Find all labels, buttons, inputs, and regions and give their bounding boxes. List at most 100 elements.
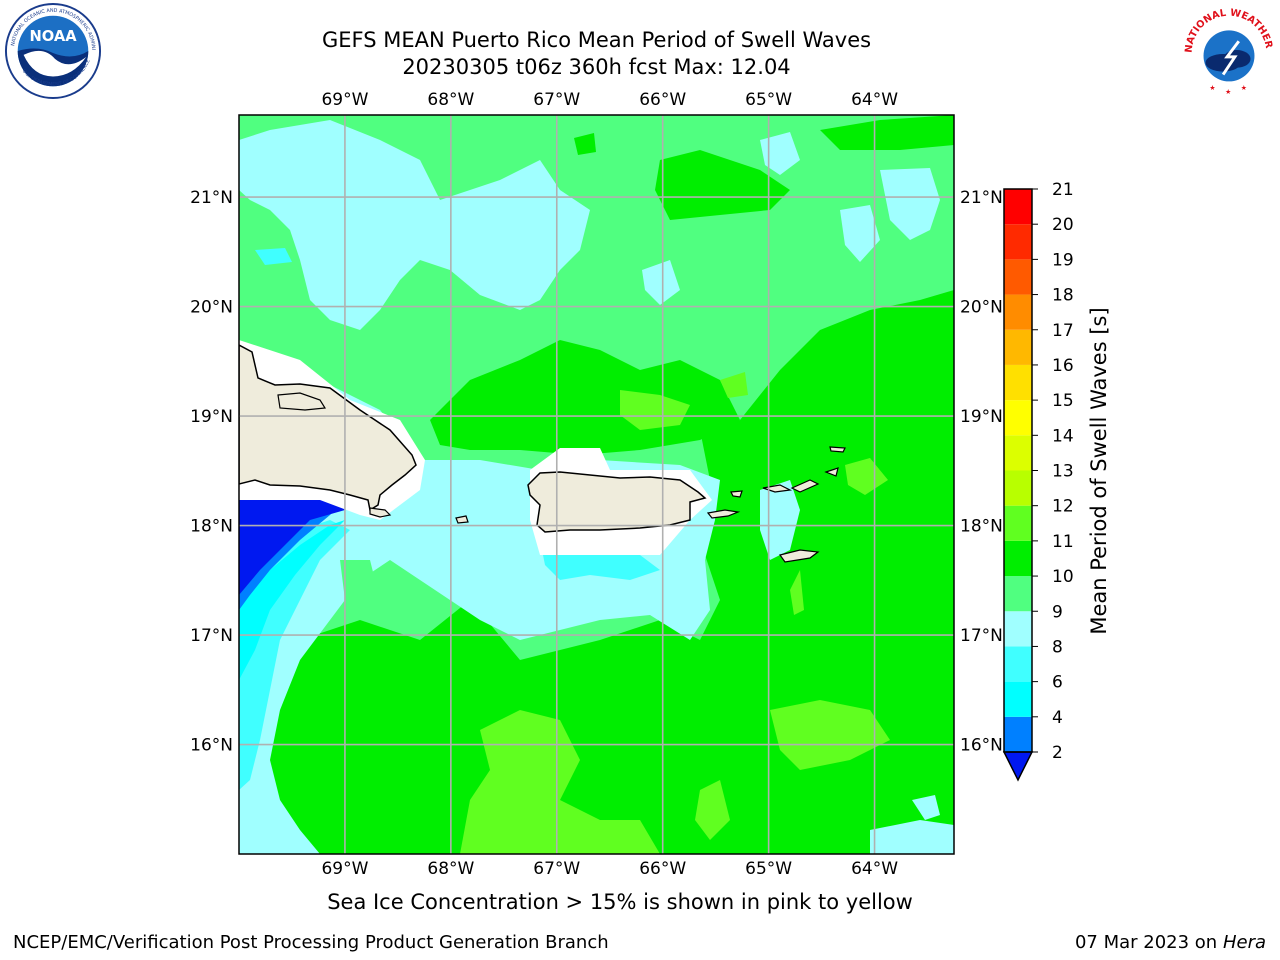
- lat-label-right: 18°N: [960, 517, 1003, 537]
- lat-label-left: 21°N: [190, 188, 233, 208]
- lon-label-top: 66°W: [639, 90, 686, 110]
- colorbar-segment: [1004, 505, 1032, 541]
- colorbar-extend-arrow: [1002, 751, 1034, 782]
- colorbar-segment: [1004, 470, 1032, 506]
- colorbar-segment: [1004, 681, 1032, 717]
- credit-right: 07 Mar 2023 on Hera: [1075, 932, 1266, 953]
- lat-label-left: 19°N: [190, 407, 233, 427]
- credit-date: 07 Mar 2023 on: [1074, 932, 1218, 953]
- svg-text:NOAA: NOAA: [29, 28, 77, 45]
- colorbar-segment: [1004, 400, 1032, 436]
- axis-labels: 69°W 69°W 68°W 68°W 67°W 67°W 66°W 66°W 65°W 65°W…: [190, 90, 1003, 879]
- swell-period-8-9-spot4: [760, 132, 800, 175]
- land-culebra: [730, 490, 743, 498]
- sea-ice-note: Sea Ice Concentration > 15% is shown in …: [0, 890, 1280, 914]
- lat-label-right: 21°N: [960, 188, 1003, 208]
- colorbar-tick-label: 16: [1052, 356, 1074, 376]
- lon-label-bottom: 66°W: [639, 859, 686, 879]
- map-title: GEFS MEAN Puerto Rico Mean Period of Swe…: [321, 28, 872, 52]
- lon-label-bottom: 67°W: [533, 859, 580, 879]
- lon-label-bottom: 68°W: [427, 859, 474, 879]
- swell-period-8-9-spot7: [912, 795, 940, 820]
- noaa-logo: NOAA NATIONAL OCEANIC AND ATMOSPHERIC AD…: [4, 2, 102, 100]
- lat-label-right: 20°N: [960, 298, 1003, 318]
- lat-label-right: 19°N: [960, 407, 1003, 427]
- lat-label-left: 16°N: [190, 736, 233, 756]
- swell-period-below-2: [239, 500, 345, 595]
- svg-text:★: ★: [1241, 84, 1247, 92]
- colorbar-segment: [1004, 716, 1032, 752]
- swell-period-11-12-spot: [695, 780, 730, 840]
- lat-label-left: 18°N: [190, 517, 233, 537]
- swell-period-6-8-spot: [255, 248, 292, 265]
- swell-period-9-10-intrusion: [340, 560, 380, 620]
- land-hispaniola: [239, 344, 417, 512]
- map-field: [239, 115, 954, 854]
- svg-text:★: ★: [1209, 84, 1215, 92]
- land-st-thomas: [762, 484, 793, 493]
- graticule: [239, 115, 954, 854]
- swell-period-11-12-spot5: [790, 570, 804, 615]
- swell-period-8-9-spot6: [870, 820, 954, 854]
- land-islet: [369, 507, 392, 518]
- colorbar-tick-label: 20: [1052, 215, 1074, 235]
- lon-label-bottom: 65°W: [745, 859, 792, 879]
- colorbar-segment: [1004, 646, 1032, 682]
- swell-period-8-9-spot: [642, 260, 680, 305]
- colorbar-tick-label: 10: [1052, 567, 1074, 587]
- lat-label-left: 20°N: [190, 298, 233, 318]
- colorbar-label: Mean Period of Swell Waves [s]: [1087, 307, 1111, 634]
- swell-period-11-12-se: [770, 700, 890, 770]
- colorbar-segment: [1004, 576, 1032, 612]
- land-tortuga: [277, 392, 327, 411]
- swell-period-11-12-spot2: [620, 390, 690, 430]
- colorbar-tick-label: 2: [1052, 743, 1063, 763]
- lon-label-top: 69°W: [321, 90, 368, 110]
- colorbar-segment: [1004, 364, 1032, 401]
- lon-label-top: 68°W: [427, 90, 474, 110]
- map-subtitle: 20230305 t06z 360h fcst Max: 12.04: [402, 55, 791, 79]
- credit-left: NCEP/EMC/Verification Post Processing Pr…: [13, 932, 609, 953]
- lon-label-top: 64°W: [851, 90, 898, 110]
- lat-label-right: 16°N: [960, 736, 1003, 756]
- swell-period-11-12-south: [460, 710, 660, 854]
- colorbar-segment: [1004, 329, 1032, 365]
- swell-period-8-9-spot2: [840, 205, 880, 262]
- lat-label-left: 17°N: [190, 626, 233, 646]
- swell-period-11-12-spot3: [720, 372, 748, 398]
- swell-period-10-11-north: [655, 150, 790, 220]
- colorbar: 2 4 6 8 9 10 11 12 13 14 15 16 17 18 19 20 21: [1002, 180, 1074, 782]
- colorbar-segment: [1004, 540, 1032, 577]
- swell-period-10-11-ne: [820, 115, 954, 150]
- land-anegada: [829, 446, 846, 453]
- swell-period-4-6: [239, 520, 345, 680]
- swell-period-8-9-spot5: [760, 480, 800, 560]
- colorbar-segment: [1004, 189, 1032, 225]
- land-tortola: [790, 479, 820, 493]
- colorbar-segment: [1004, 294, 1032, 330]
- colorbar-tick-label: 8: [1052, 637, 1063, 657]
- colorbar-tick-label: 13: [1052, 462, 1074, 482]
- colorbar-tick-label: 17: [1052, 321, 1074, 341]
- sea-ice-note-text: Sea Ice Concentration > 15% is shown in …: [327, 890, 913, 914]
- colorbar-segment: [1004, 611, 1032, 647]
- colorbar-tick-label: 15: [1052, 391, 1074, 411]
- swell-period-11-12-spot4: [845, 458, 888, 495]
- swell-period-8-9-north: [239, 120, 590, 330]
- lon-label-top: 67°W: [533, 90, 580, 110]
- land-vieques: [706, 509, 741, 519]
- colorbar-tick-label: 12: [1052, 497, 1074, 517]
- nws-logo: NATIONAL WEATHER SERVICE ★ ★ ★: [1180, 2, 1276, 98]
- colorbar-segment: [1004, 224, 1032, 260]
- colorbar-tick-label: 19: [1052, 250, 1074, 270]
- colorbar-tick-label: 6: [1052, 673, 1063, 693]
- swell-period-8-9-spot3: [880, 168, 940, 240]
- land-virgin-gorda: [824, 467, 839, 477]
- colorbar-tick-label: 21: [1052, 180, 1074, 200]
- colorbar-tick-label: 14: [1052, 426, 1074, 446]
- land-puerto-rico: [527, 471, 707, 533]
- colorbar-segment: [1004, 435, 1032, 471]
- lon-label-top: 65°W: [745, 90, 792, 110]
- land-st-croix: [778, 549, 820, 563]
